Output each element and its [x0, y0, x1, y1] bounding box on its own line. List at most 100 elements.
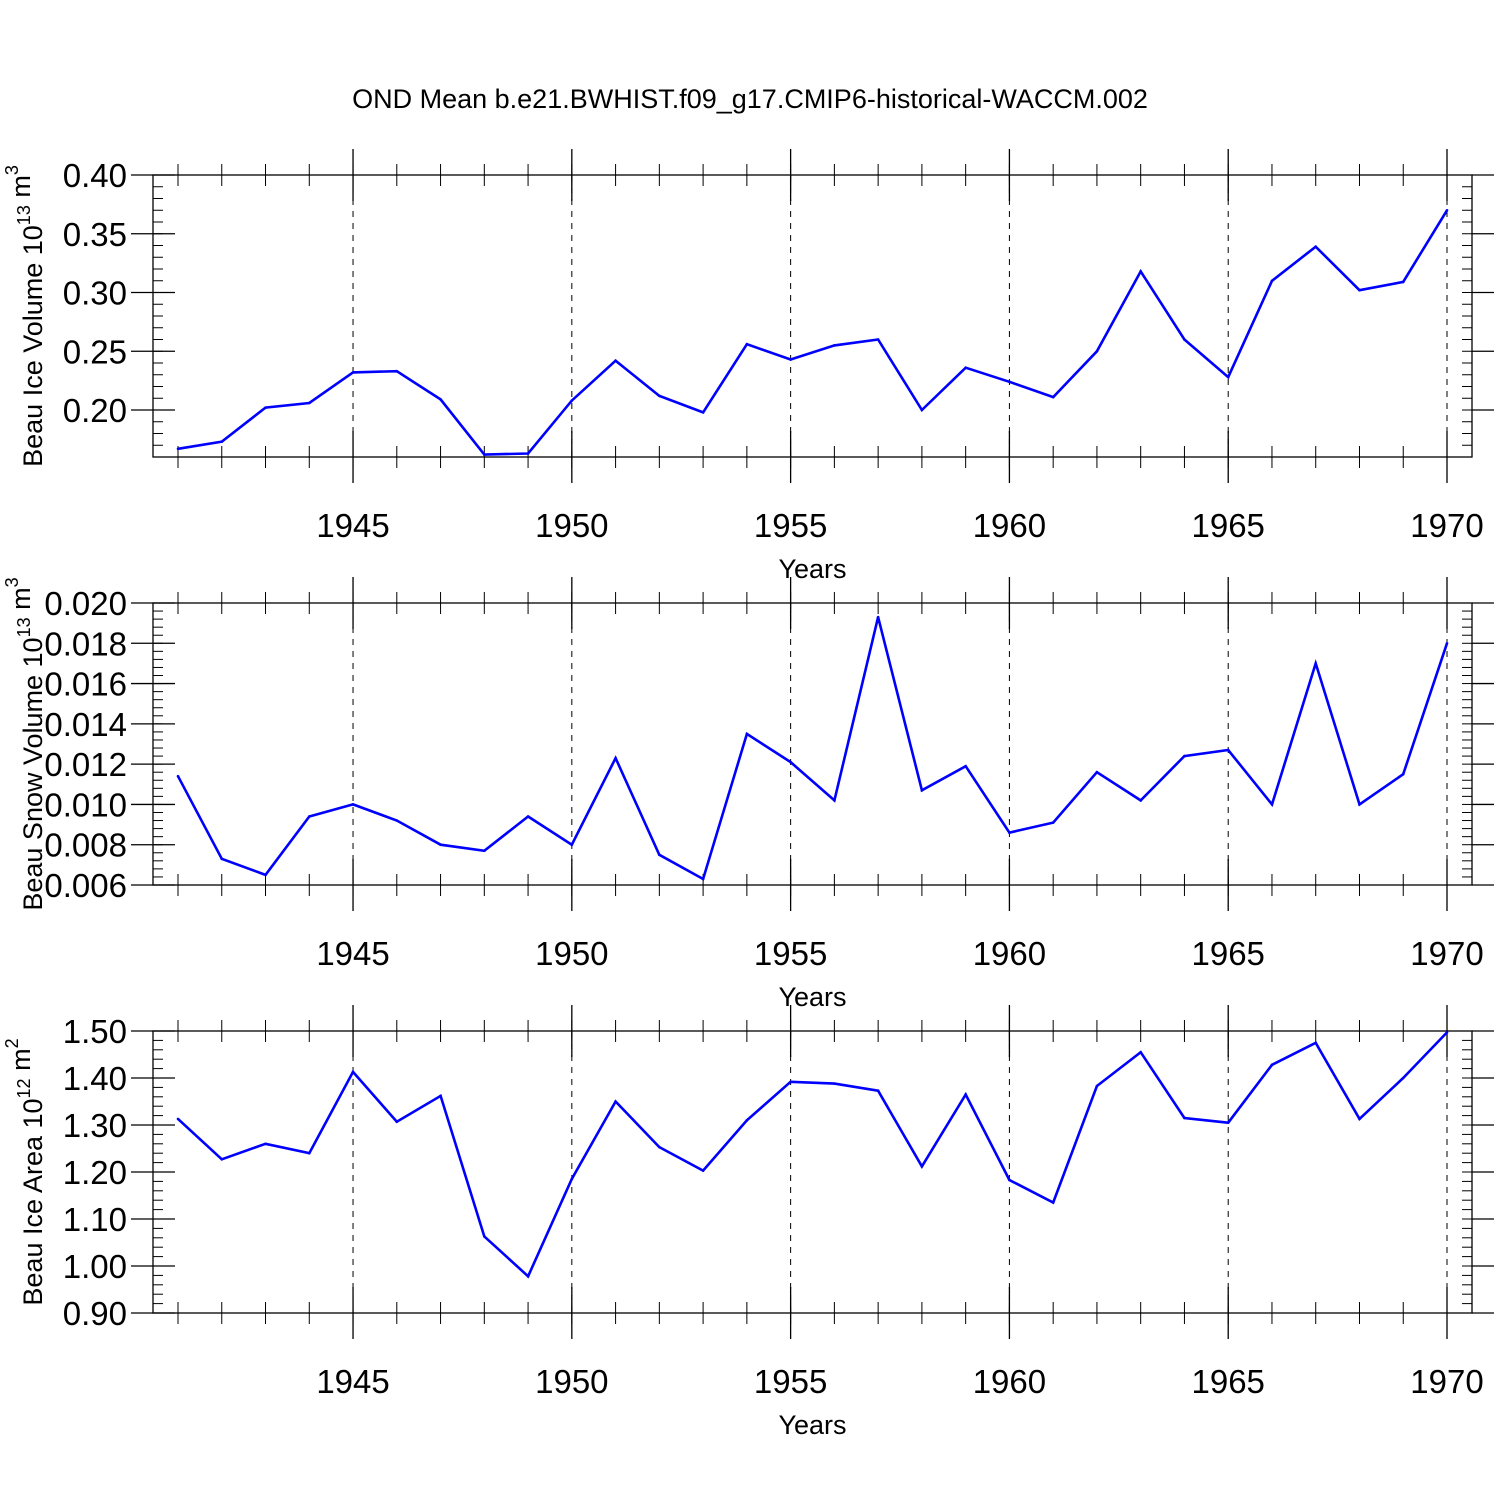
y-axis-label: Beau Ice Volume 1013 m3: [2, 165, 48, 467]
y-tick-label: 1.30: [63, 1107, 127, 1144]
y-label-text: Beau Snow Volume 10: [18, 637, 48, 910]
data-point: [1095, 1084, 1099, 1088]
x-tick-label: 1950: [535, 507, 608, 544]
data-point: [1270, 279, 1274, 283]
data-point: [307, 1151, 311, 1155]
data-point: [658, 853, 661, 857]
data-point: [351, 803, 355, 806]
data-point: [1226, 375, 1230, 379]
data-point: [876, 338, 880, 341]
y-tick-label: 0.016: [44, 666, 127, 703]
x-tick-label: 1955: [754, 1363, 827, 1400]
data-point: [439, 843, 442, 847]
data-point: [1270, 1063, 1274, 1067]
data-point: [526, 815, 530, 818]
data-point: [876, 615, 880, 619]
data-point: [526, 1275, 530, 1278]
data-point: [264, 406, 267, 409]
data-point: [745, 342, 749, 346]
x-tick-label: 1945: [316, 1363, 389, 1400]
y-tick-label: 0.20: [63, 392, 127, 429]
data-point: [614, 359, 617, 362]
data-point: [395, 369, 399, 373]
data-point: [789, 760, 792, 764]
data-point: [220, 1158, 224, 1161]
data-point: [1358, 1117, 1361, 1121]
data-point: [351, 371, 355, 374]
data-point: [1139, 270, 1142, 273]
data-point: [1226, 748, 1230, 752]
data-point: [1401, 280, 1405, 284]
panel-ice-area: 0.90 1.00 1.10 1.20 1.30 1.40 1.50 1945 1950 1955…: [2, 1005, 1494, 1440]
y-label-text: m: [6, 1048, 36, 1078]
data-point: [1226, 1121, 1230, 1124]
y-tick-label: 0.020: [44, 585, 127, 622]
data-point: [570, 399, 574, 402]
y-tick-label: 1.10: [63, 1201, 127, 1238]
x-tick-label: 1960: [973, 507, 1046, 544]
data-point: [614, 756, 617, 760]
data-point: [876, 1089, 880, 1092]
data-point: [920, 1165, 924, 1168]
data-point: [964, 764, 967, 768]
data-point: [570, 1177, 574, 1181]
data-point: [1445, 1031, 1449, 1034]
data-point: [220, 440, 224, 444]
data-point: [1401, 1076, 1405, 1080]
data-point: [1445, 641, 1449, 645]
data-point: [1008, 380, 1011, 384]
plot-frame: [152, 174, 1473, 458]
data-point: [1445, 208, 1449, 212]
data-point: [483, 453, 486, 456]
data-point: [264, 1142, 267, 1146]
data-point: [920, 408, 924, 412]
data-point: [745, 1119, 749, 1122]
y-label-superscript: 3: [2, 165, 22, 175]
y-label-superscript: 2: [2, 1038, 22, 1048]
y-tick-label: 0.012: [44, 746, 127, 783]
data-point: [1051, 395, 1055, 399]
y-tick-label: 0.35: [63, 216, 127, 253]
y-tick-label: 0.40: [63, 157, 127, 194]
series-line: [177, 1031, 1448, 1279]
data-point: [964, 1093, 967, 1096]
plot-frame: [152, 602, 1473, 886]
y-tick-label: 0.006: [44, 867, 127, 904]
data-point: [1008, 831, 1011, 834]
data-point: [745, 732, 749, 736]
data-point: [1051, 1201, 1055, 1204]
data-point: [701, 1169, 705, 1172]
data-point: [701, 411, 705, 414]
y-axis-label: Beau Snow Volume 1013 m3: [2, 577, 48, 910]
data-point: [833, 799, 836, 802]
data-point: [833, 1082, 836, 1085]
y-tick-label: 0.010: [44, 786, 127, 823]
y-tick-label: 0.30: [63, 275, 127, 312]
data-point: [483, 1235, 486, 1238]
data-point: [176, 774, 180, 778]
data-point: [1314, 1041, 1318, 1045]
data-point: [1358, 288, 1361, 292]
data-point: [658, 394, 661, 398]
data-point: [1183, 1116, 1186, 1120]
data-point: [1183, 754, 1186, 758]
data-point: [1139, 1050, 1142, 1054]
y-label-superscript: 3: [2, 577, 22, 587]
y-label-text: Beau Ice Volume 10: [18, 225, 48, 467]
data-point: [395, 1120, 399, 1124]
data-point: [351, 1070, 355, 1074]
data-point: [614, 1100, 617, 1103]
data-point: [439, 398, 442, 401]
series-line: [177, 209, 1449, 456]
data-point: [264, 873, 267, 877]
data-point: [1139, 799, 1142, 802]
data-point: [658, 1145, 661, 1149]
data-point: [833, 344, 836, 347]
y-label-superscript: 13: [14, 617, 34, 637]
y-tick-label: 0.018: [44, 625, 127, 662]
data-point: [789, 358, 792, 361]
y-tick-label: 1.40: [63, 1060, 127, 1097]
data-point: [701, 877, 705, 881]
